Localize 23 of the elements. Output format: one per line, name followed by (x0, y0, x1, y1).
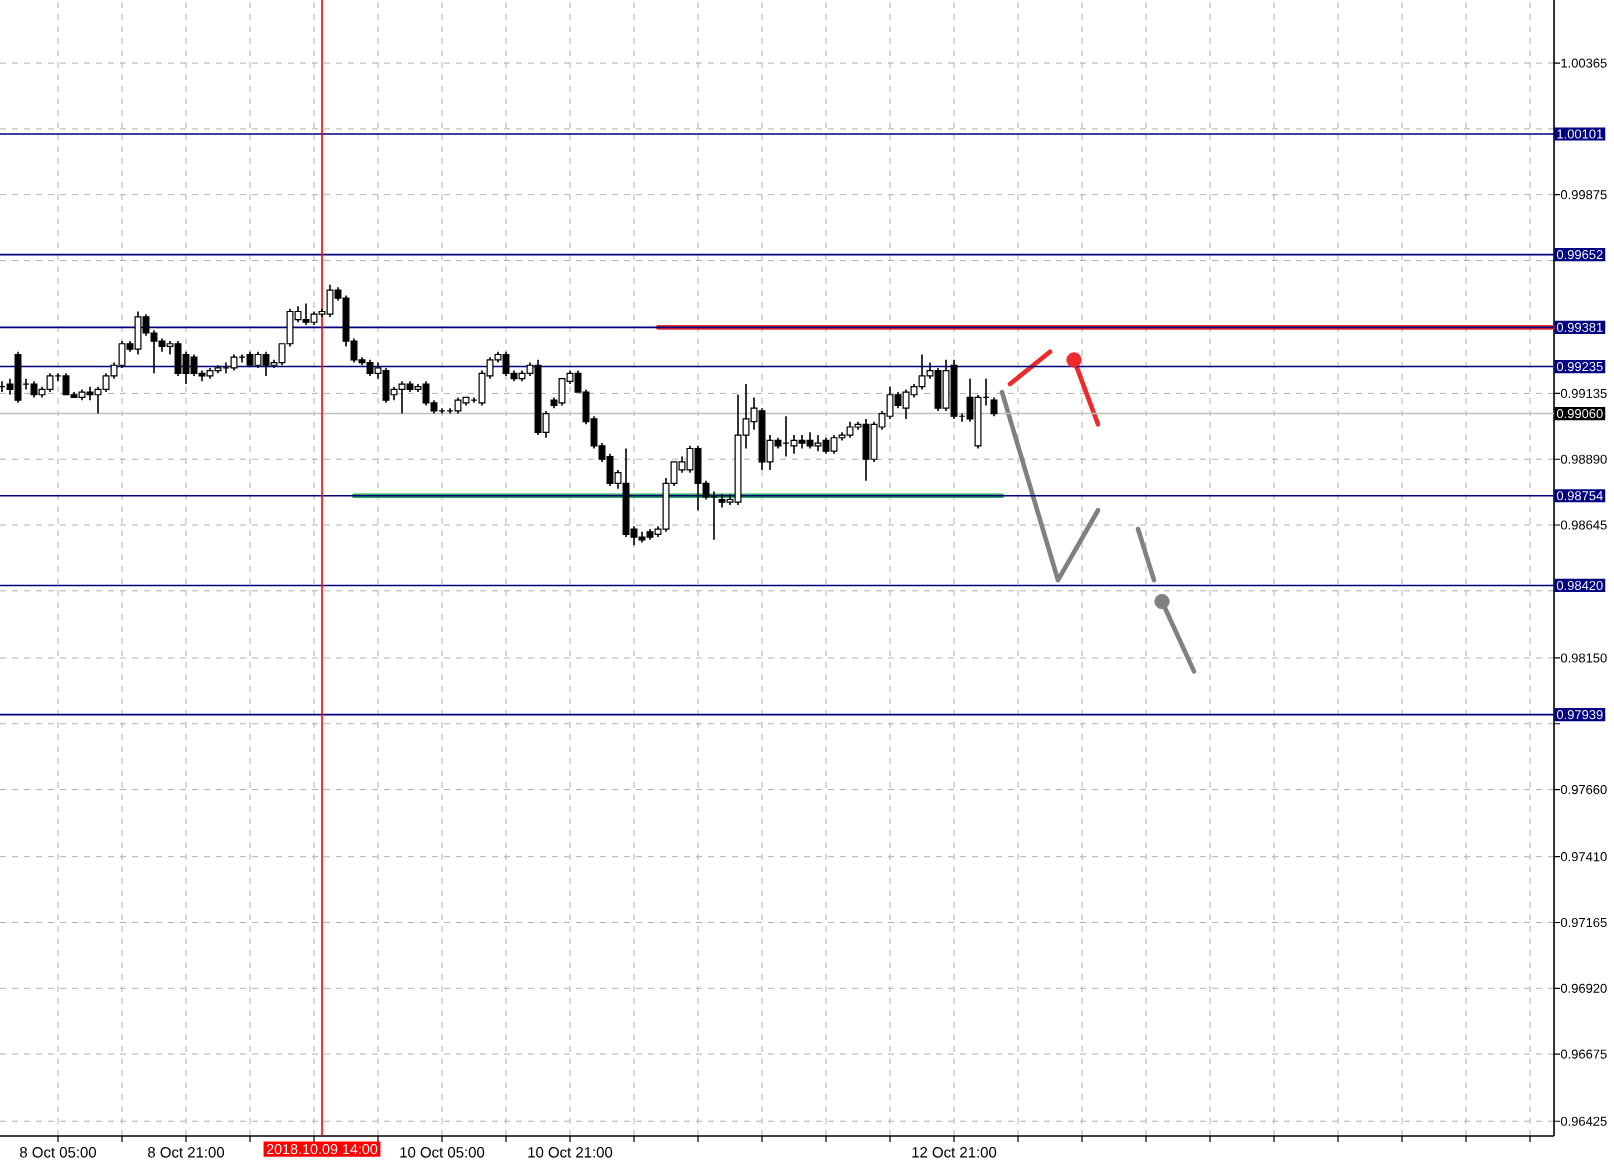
candlestick (694, 445, 702, 512)
candlestick (942, 359, 950, 412)
candlestick (934, 367, 942, 412)
candlestick (174, 340, 182, 377)
candlestick (134, 310, 142, 356)
candlestick (326, 283, 334, 318)
candlestick (814, 434, 822, 452)
candlestick (398, 380, 406, 415)
candlestick (830, 434, 838, 455)
candlestick (558, 377, 566, 407)
candlestick (918, 353, 926, 391)
candlestick (502, 351, 510, 377)
candlestick (190, 353, 198, 377)
candlestick (262, 351, 270, 377)
candlestick (46, 372, 54, 393)
candlestick (422, 380, 430, 407)
candlestick (62, 372, 70, 396)
candlestick (862, 418, 870, 482)
candlestick (902, 388, 910, 420)
candlestick (382, 367, 390, 404)
candlestick (14, 351, 22, 404)
candlestick (182, 351, 190, 385)
candlestick (302, 302, 310, 326)
